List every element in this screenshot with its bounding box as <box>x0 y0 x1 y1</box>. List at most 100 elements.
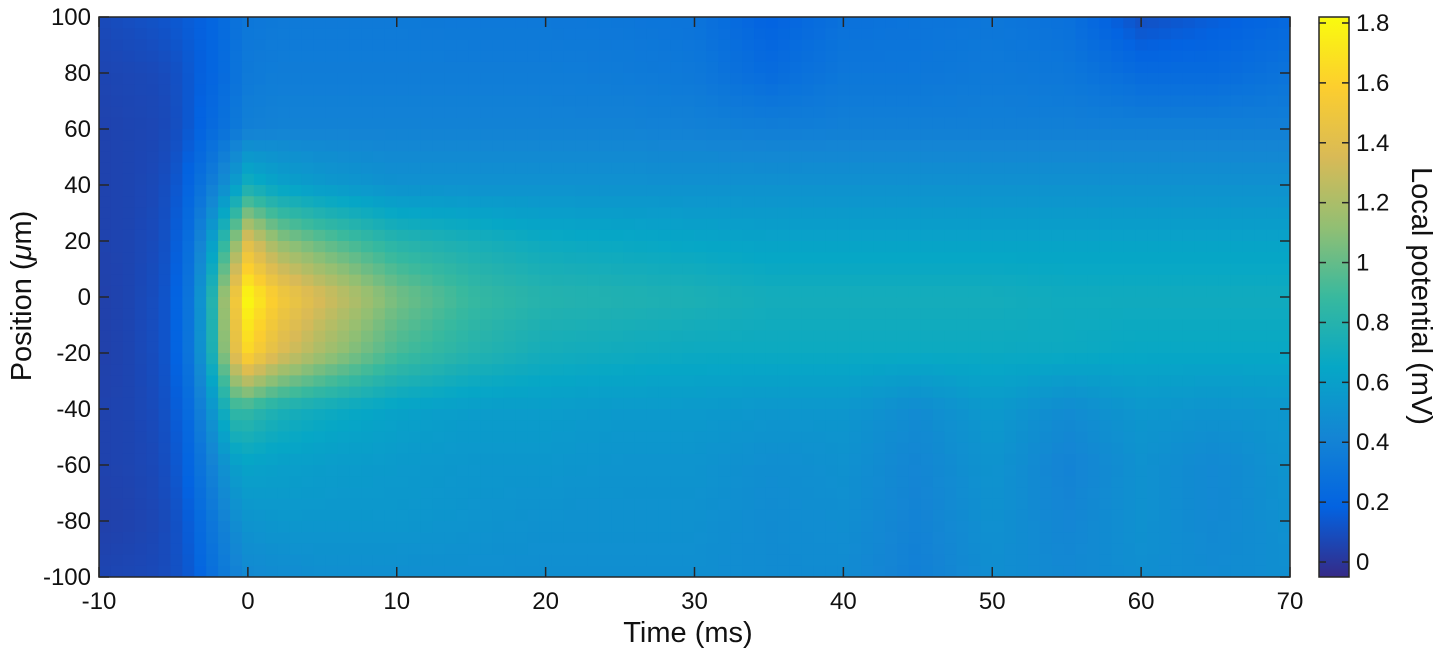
heatmap-cell <box>801 442 815 455</box>
heatmap-cell <box>754 106 767 119</box>
heatmap-cell <box>801 95 815 108</box>
heatmap-cell <box>146 330 160 343</box>
heatmap-cell <box>146 353 160 365</box>
heatmap-cell <box>99 218 112 231</box>
heatmap-cell <box>170 554 183 567</box>
heatmap-cell <box>920 543 934 556</box>
heatmap-cell <box>1194 330 1208 343</box>
heatmap-cell <box>658 386 672 399</box>
heatmap-cell <box>885 521 898 533</box>
heatmap-cell <box>789 565 803 577</box>
heatmap-cell <box>825 364 839 376</box>
heatmap-cell <box>206 252 219 264</box>
heatmap-cell <box>1039 106 1053 119</box>
heatmap-cell <box>206 330 219 343</box>
heatmap-cell <box>1194 319 1208 332</box>
heatmap-cell <box>551 50 565 63</box>
heatmap-cell <box>372 442 386 455</box>
heatmap-cell <box>253 61 267 74</box>
heatmap-cell <box>241 521 255 533</box>
heatmap-cell <box>777 420 791 432</box>
heatmap-cell <box>1218 308 1232 320</box>
heatmap-cell <box>932 565 946 577</box>
heatmap-cell <box>492 409 505 421</box>
heatmap-cell <box>968 409 981 421</box>
heatmap-cell <box>1111 554 1124 567</box>
heatmap-cell <box>932 106 946 119</box>
heatmap-cell <box>754 17 767 29</box>
heatmap-cell <box>896 28 910 40</box>
heatmap-cell <box>670 218 684 231</box>
heatmap-cell <box>742 420 755 432</box>
heatmap-cell <box>170 17 183 29</box>
heatmap-cell <box>1016 117 1029 130</box>
heatmap-cell <box>527 173 541 186</box>
heatmap-cell <box>837 353 850 365</box>
heatmap-cell <box>503 263 517 276</box>
heatmap-cell <box>789 509 803 522</box>
heatmap-cell <box>1075 274 1089 287</box>
heatmap-cell <box>920 409 934 421</box>
heatmap-cell <box>706 532 719 544</box>
heatmap-cell <box>575 218 588 231</box>
heatmap-cell <box>420 330 434 343</box>
heatmap-cell <box>1135 61 1148 74</box>
heatmap-cell <box>110 285 124 298</box>
heatmap-cell <box>861 17 874 29</box>
heatmap-cell <box>337 285 350 298</box>
heatmap-cell <box>1254 397 1267 410</box>
heatmap-cell <box>1027 61 1041 74</box>
heatmap-cell <box>1051 554 1065 567</box>
heatmap-cell <box>730 84 743 96</box>
heatmap-cell <box>170 509 183 522</box>
heatmap-cell <box>218 498 231 511</box>
heatmap-cell <box>1135 532 1148 544</box>
heatmap-cell <box>396 274 410 287</box>
heatmap-cell <box>885 241 898 253</box>
heatmap-cell <box>182 532 195 544</box>
heatmap-cell <box>801 185 815 197</box>
heatmap-cell <box>861 420 874 432</box>
heatmap-cell <box>1123 274 1136 287</box>
heatmap-cell <box>658 73 672 85</box>
heatmap-cell <box>658 50 672 63</box>
heatmap-cell <box>1194 375 1208 388</box>
heatmap-cell <box>789 554 803 567</box>
heatmap-cell <box>146 442 160 455</box>
heatmap-cell <box>218 207 231 220</box>
heatmap-cell <box>361 319 374 332</box>
heatmap-cell <box>277 84 291 96</box>
heatmap-cell <box>1075 229 1089 242</box>
heatmap-cell <box>754 319 767 332</box>
heatmap-cell <box>444 364 457 376</box>
heatmap-cell <box>480 521 493 533</box>
heatmap-cell <box>646 173 660 186</box>
heatmap-cell <box>908 252 922 264</box>
heatmap-cell <box>1182 420 1196 432</box>
heatmap-cell <box>1004 263 1017 276</box>
heatmap-cell <box>539 185 553 197</box>
heatmap-cell <box>980 173 993 186</box>
heatmap-cell <box>944 241 958 253</box>
heatmap-cell <box>1051 95 1065 108</box>
heatmap-cell <box>932 17 946 29</box>
heatmap-cell <box>289 364 303 376</box>
heatmap-cell <box>480 17 493 29</box>
heatmap-cell <box>730 50 743 63</box>
heatmap-cell <box>337 543 350 556</box>
heatmap-cell <box>468 509 481 522</box>
heatmap-cell <box>444 431 457 444</box>
heatmap-cell <box>503 353 517 365</box>
heatmap-cell <box>789 17 803 29</box>
heatmap-cell <box>218 386 231 399</box>
heatmap-cell <box>325 521 338 533</box>
heatmap-cell <box>527 185 541 197</box>
heatmap-cell <box>1027 274 1041 287</box>
heatmap-cell <box>110 28 124 40</box>
heatmap-cell <box>372 129 386 141</box>
heatmap-cell <box>563 308 576 320</box>
heatmap-cell <box>694 17 708 29</box>
heatmap-cell <box>1206 420 1220 432</box>
heatmap-cell <box>1170 297 1184 309</box>
heatmap-cell <box>1218 397 1232 410</box>
